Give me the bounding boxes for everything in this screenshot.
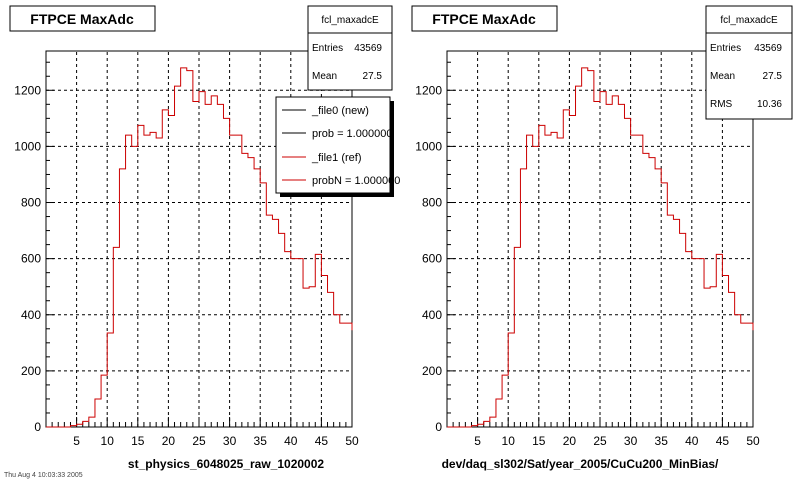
stats-box: fcl_maxadcE Entries 43569 Mean 27.5 RMS … [705, 5, 793, 120]
x-axis-label: st_physics_6048025_raw_1020002 [128, 457, 324, 471]
y-tick-label: 200 [422, 364, 442, 378]
legend-entry: _file1 (ref) [282, 152, 362, 164]
histogram-line [447, 67, 754, 428]
title-box [9, 5, 156, 32]
stats-box: fcl_maxadcE Entries 43569 Mean 27.5 [307, 5, 393, 91]
legend-label: _file0 (new) [311, 105, 369, 117]
y-tick-label: 600 [422, 252, 442, 266]
chart-title: FTPCE MaxAdc [30, 11, 134, 27]
x-tick-label: 10 [101, 434, 115, 448]
stats-entries-label: Entries [312, 43, 343, 54]
stats-entries-value: 43569 [354, 43, 382, 54]
x-tick-label: 15 [131, 434, 145, 448]
legend-frame [275, 96, 391, 194]
title-box [411, 5, 558, 32]
stats-name: fcl_maxadcE [720, 15, 778, 26]
y-tick-label: 1200 [14, 83, 41, 97]
histogram-series [447, 67, 754, 428]
stats-frame [307, 5, 393, 91]
stats-frame [705, 5, 793, 120]
stats-entries-label: Entries [710, 43, 741, 54]
histogram-line [46, 67, 353, 428]
x-tick-label: 50 [345, 434, 359, 448]
y-tick-label: 200 [21, 364, 41, 378]
x-axis-ticks: 5 10 15 20 25 30 35 40 45 50 [452, 417, 760, 448]
timestamp-text: Thu Aug 4 10:03:33 2005 [4, 472, 83, 479]
y-tick-label: 600 [21, 252, 41, 266]
stats-mean-value: 27.5 [363, 71, 383, 82]
y-tick-label: 0 [435, 420, 442, 434]
x-tick-label: 25 [192, 434, 206, 448]
legend-entry: prob = 1.000000 [282, 128, 392, 140]
x-tick-label: 20 [162, 434, 176, 448]
y-tick-label: 800 [21, 196, 41, 210]
panel-right: FTPCE MaxAdc 0 200 400 600 800 1000 1200 5 10 15… [411, 5, 793, 471]
chart-title: FTPCE MaxAdc [432, 11, 536, 27]
x-tick-label: 40 [284, 434, 298, 448]
x-tick-label: 10 [502, 434, 516, 448]
y-tick-label: 800 [422, 196, 442, 210]
legend: _file0 (new) prob = 1.000000 _file1 (ref… [275, 96, 400, 197]
legend-label: _file1 (ref) [311, 152, 362, 164]
legend-entry: _file0 (new) [282, 105, 369, 117]
stats-name: fcl_maxadcE [321, 15, 379, 26]
x-tick-label: 25 [593, 434, 607, 448]
stats-rms-value: 10.36 [757, 99, 782, 110]
x-tick-label: 40 [685, 434, 699, 448]
panel-left: FTPCE MaxAdc 0 200 400 600 800 1000 1200 5 10 15… [4, 5, 400, 479]
x-tick-label: 5 [73, 434, 80, 448]
y-axis-ticks: 0 200 400 600 800 1000 1200 [14, 61, 54, 434]
stats-mean-label: Mean [710, 71, 735, 82]
x-tick-label: 30 [624, 434, 638, 448]
x-tick-label: 35 [254, 434, 268, 448]
x-tick-label: 45 [716, 434, 730, 448]
x-axis-label: dev/daq_sl302/Sat/year_2005/CuCu200_MinB… [442, 457, 719, 471]
stats-rms-label: RMS [710, 99, 733, 110]
x-tick-label: 50 [746, 434, 760, 448]
x-tick-label: 20 [563, 434, 577, 448]
x-tick-label: 30 [223, 434, 237, 448]
histogram-series [46, 67, 353, 428]
y-axis-ticks: 0 200 400 600 800 1000 1200 [415, 61, 455, 434]
y-tick-label: 1200 [415, 83, 442, 97]
x-tick-label: 15 [532, 434, 546, 448]
stats-entries-value: 43569 [754, 43, 782, 54]
x-tick-label: 35 [655, 434, 669, 448]
stats-mean-value: 27.5 [763, 71, 783, 82]
x-tick-label: 5 [474, 434, 481, 448]
x-axis-ticks: 5 10 15 20 25 30 35 40 45 50 [51, 417, 359, 448]
y-tick-label: 1000 [14, 139, 41, 153]
legend-label: prob = 1.000000 [312, 128, 392, 140]
y-tick-label: 0 [34, 420, 41, 434]
stats-mean-label: Mean [312, 71, 337, 82]
x-tick-label: 45 [315, 434, 329, 448]
y-tick-label: 400 [21, 308, 41, 322]
y-tick-label: 400 [422, 308, 442, 322]
legend-entry: probN = 1.000000 [282, 175, 400, 187]
y-tick-label: 1000 [415, 139, 442, 153]
legend-label: probN = 1.000000 [312, 175, 400, 187]
